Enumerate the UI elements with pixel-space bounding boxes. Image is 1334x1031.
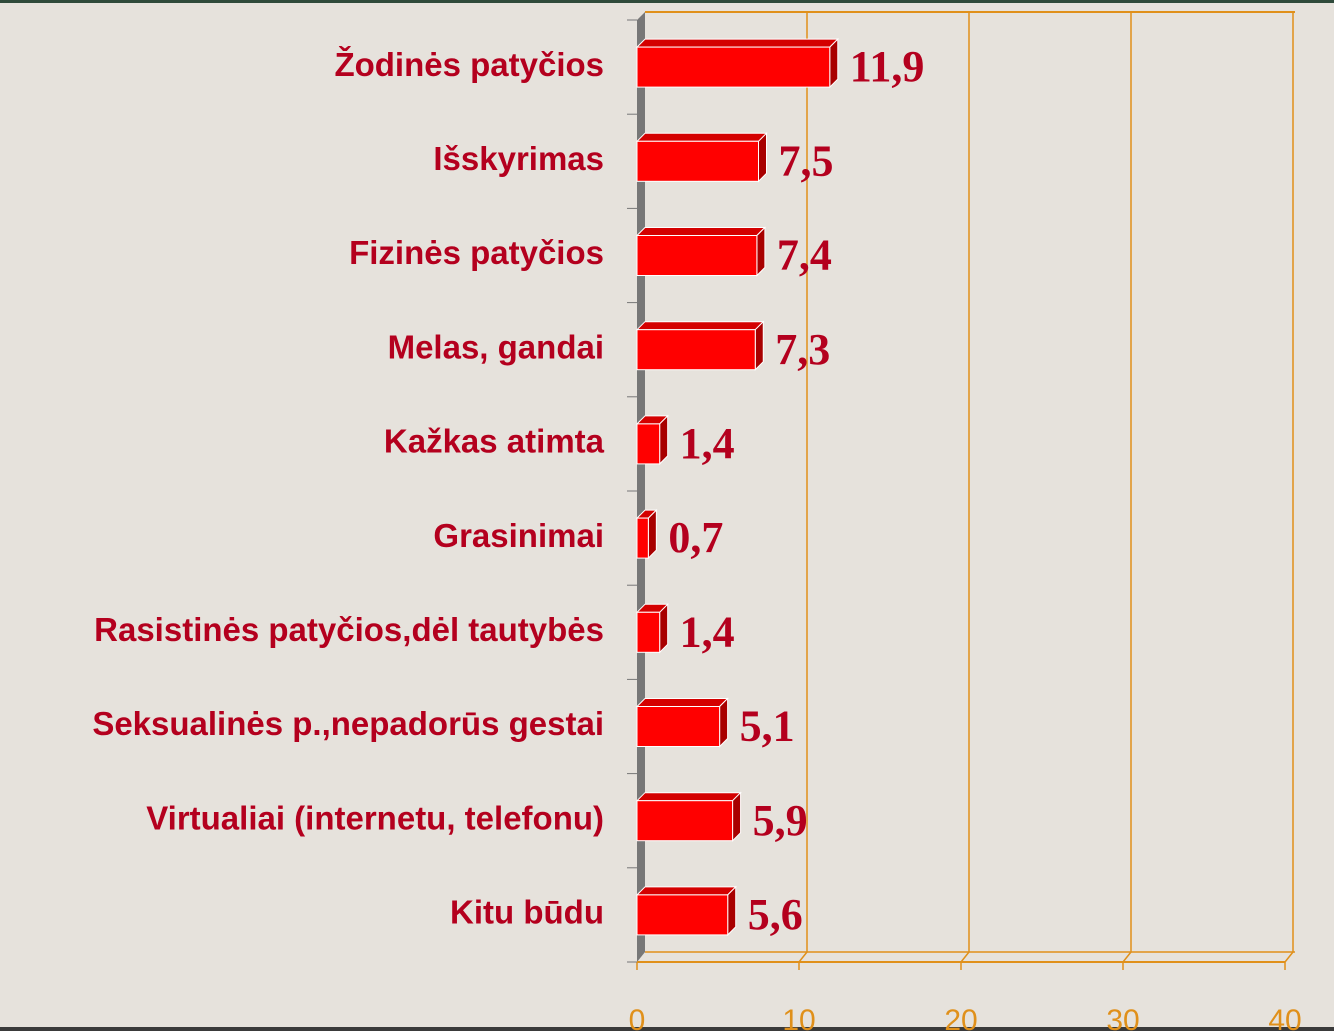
bar xyxy=(636,329,756,371)
value-label: 1,4 xyxy=(680,607,735,656)
bar-side xyxy=(647,508,657,560)
top-border xyxy=(0,0,1334,3)
bar-side xyxy=(756,226,766,277)
bottom-border xyxy=(0,1027,1334,1031)
bar-side xyxy=(719,697,729,748)
value-label: 1,4 xyxy=(680,419,735,468)
y-tick-label: Rasistinės patyčios,dėl tautybės xyxy=(94,611,604,648)
value-label: 5,9 xyxy=(753,796,808,845)
x-tick-label: 10 xyxy=(782,1004,815,1031)
y-tick-label: Virtualiai (internetu, telefonu) xyxy=(146,799,604,836)
bar-side xyxy=(732,791,742,842)
y-tick-label: Seksualinės p.,nepadorūs gestai xyxy=(92,705,604,742)
bar-side xyxy=(754,320,764,371)
value-label: 7,4 xyxy=(777,231,832,280)
bar-top xyxy=(635,698,729,707)
bar-side xyxy=(829,37,839,89)
value-label: 7,5 xyxy=(779,136,834,185)
bar xyxy=(636,800,734,842)
value-label: 5,1 xyxy=(740,702,795,751)
bar-side xyxy=(659,603,669,654)
bar-top xyxy=(635,886,737,896)
bar-top xyxy=(635,321,765,331)
value-label: 11,9 xyxy=(850,42,925,91)
value-label: 5,6 xyxy=(748,890,803,939)
y-tick-label: Kažkas atimta xyxy=(384,423,605,460)
x-tick-label: 20 xyxy=(944,1004,977,1031)
grid-line xyxy=(960,951,970,963)
y-tick-label: Melas, gandai xyxy=(388,328,604,365)
bar xyxy=(636,894,729,936)
x-tick-label: 30 xyxy=(1106,1004,1139,1031)
bar-top xyxy=(635,38,839,48)
bar xyxy=(636,706,721,747)
bar-side xyxy=(659,414,669,466)
bar-side xyxy=(727,885,737,937)
grid-line xyxy=(798,951,808,963)
bar-top xyxy=(635,227,767,236)
bar xyxy=(636,235,758,276)
y-tick-label: Žodinės patyčios xyxy=(334,46,604,83)
value-label: 0,7 xyxy=(668,513,723,562)
y-tick-label: Kitu būdu xyxy=(450,894,604,931)
bar xyxy=(636,611,661,653)
y-tick-label: Fizinės patyčios xyxy=(349,234,604,271)
bar xyxy=(636,423,661,465)
y-tick-label: Išskyrimas xyxy=(433,140,604,177)
bar xyxy=(636,140,759,182)
grid-line xyxy=(1122,951,1132,963)
bar-side xyxy=(758,132,767,183)
bar-top xyxy=(635,132,768,142)
bar xyxy=(636,46,831,88)
x-tick-label: 40 xyxy=(1268,1004,1301,1031)
bar xyxy=(636,517,649,559)
grid-line xyxy=(1284,951,1294,963)
x-tick-label: 0 xyxy=(629,1004,646,1031)
y-tick-label: Grasinimai xyxy=(433,517,604,554)
value-label: 7,3 xyxy=(775,325,830,374)
bar-top xyxy=(635,792,742,802)
